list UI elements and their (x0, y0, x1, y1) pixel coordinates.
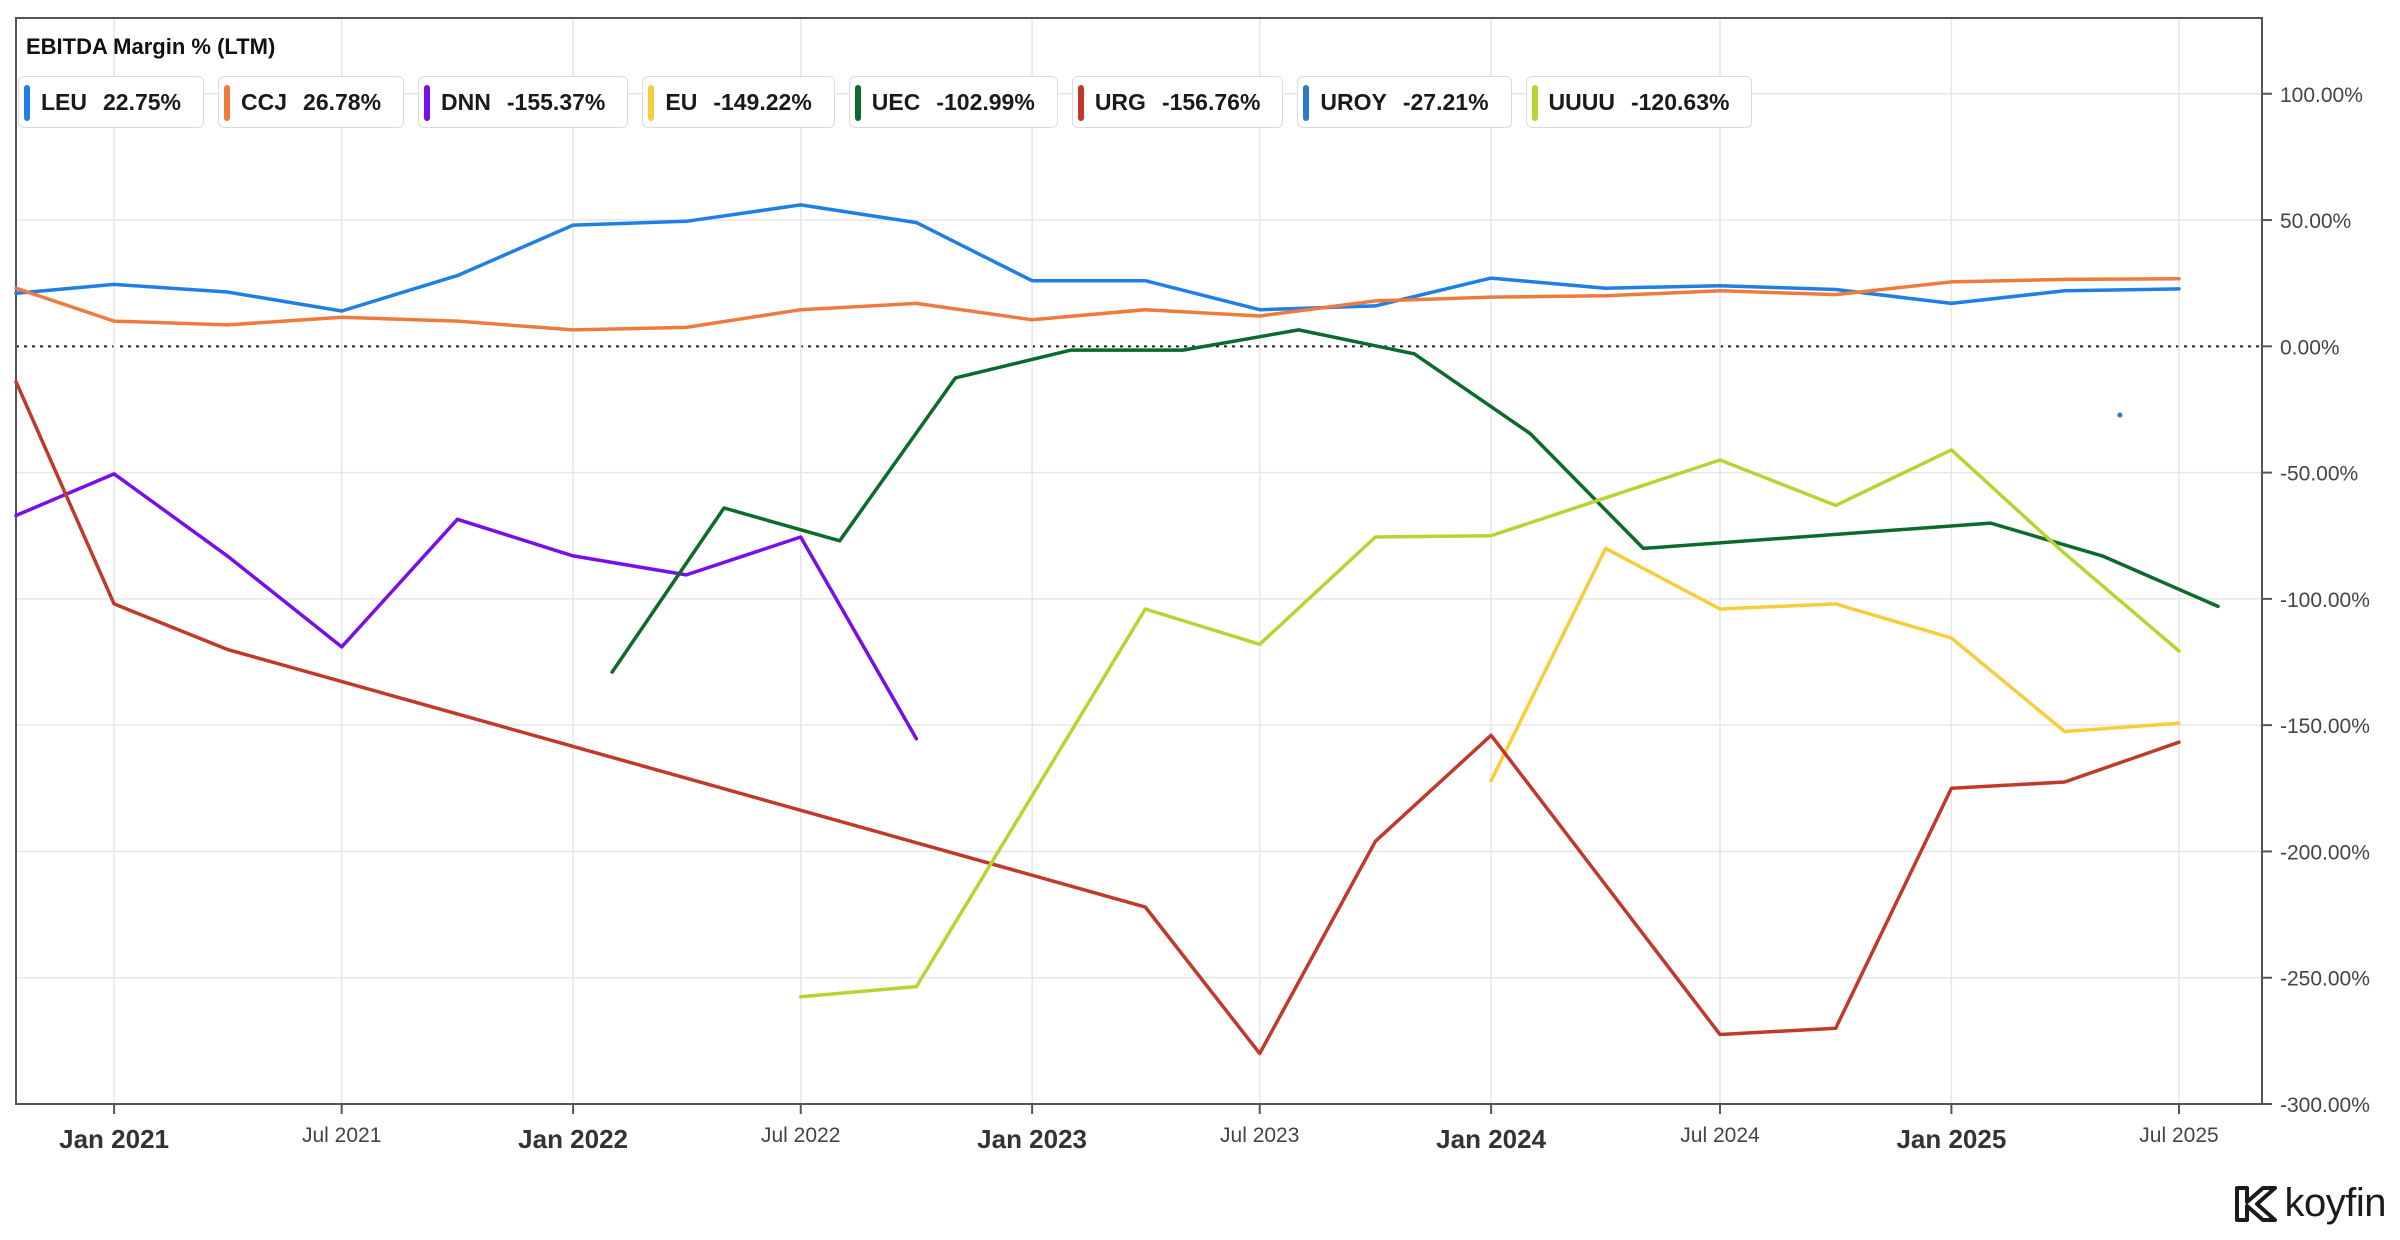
legend-ticker: LEU (41, 88, 87, 115)
legend-value: -102.99% (936, 88, 1035, 115)
x-tick-label: Jul 2024 (1680, 1124, 1760, 1147)
x-tick-label: Jul 2023 (1220, 1124, 1299, 1147)
y-tick-label: 100.00% (2280, 84, 2363, 107)
x-tick-label: Jan 2025 (1896, 1124, 2006, 1154)
y-tick-label: 0.00% (2280, 336, 2340, 359)
legend-value: -155.37% (506, 88, 606, 115)
legend-ticker: CCJ (241, 88, 288, 115)
legend-ticker: DNN (441, 88, 491, 115)
series-urg-line (14, 379, 2181, 1056)
series-dnn-line (14, 472, 919, 741)
legend-ticker: UEC (871, 88, 921, 115)
chart-title: EBITDA Margin % (LTM) (26, 34, 276, 59)
y-tick-label: 50.00% (2280, 210, 2351, 233)
legend-ticker: UROY (1320, 88, 1387, 115)
x-tick-label: Jan 2021 (59, 1124, 169, 1154)
legend-color-swatch (1077, 85, 1084, 121)
series-uec-line (610, 328, 2220, 674)
series-uroy-point (2117, 412, 2123, 418)
legend-chip-uuuu[interactable]: UUUU -120.63% (1525, 76, 1753, 128)
legend-chip-ccj[interactable]: CCJ 26.78% (218, 76, 405, 128)
series-leu-line (14, 203, 2181, 313)
legend-color-swatch (854, 85, 861, 121)
legend: LEU 22.75% CCJ 26.78% DNN -155.37% EU -149.22% U… (18, 76, 1753, 128)
series-eu-line (1489, 546, 2181, 783)
koyfin-mark-icon (2234, 1185, 2277, 1222)
koyfin-logo: koyfin (2233, 1181, 2387, 1226)
x-tick-label: Jan 2024 (1436, 1124, 1546, 1154)
legend-color-swatch (1303, 85, 1310, 121)
legend-color-swatch (1531, 85, 1538, 121)
series-uuuu-line (798, 448, 2181, 999)
legend-ticker: URG (1094, 88, 1146, 115)
x-tick-label: Jan 2022 (518, 1124, 628, 1154)
legend-chip-uroy[interactable]: UROY -27.21% (1297, 76, 1512, 128)
legend-color-swatch (424, 85, 431, 121)
legend-chip-dnn[interactable]: DNN -155.37% (418, 76, 629, 128)
y-tick-label: -300.00% (2280, 1094, 2370, 1117)
plot-frame (15, 17, 2263, 1105)
legend-chip-uec[interactable]: UEC -102.99% (848, 76, 1058, 128)
x-tick-label: Jan 2023 (977, 1124, 1087, 1154)
legend-color-swatch (24, 85, 30, 121)
y-tick-label: -150.00% (2280, 715, 2370, 738)
legend-value: 22.75% (103, 88, 182, 115)
y-tick-label: -200.00% (2280, 841, 2370, 864)
x-tick-label: Jul 2022 (761, 1124, 840, 1147)
y-tick-label: -250.00% (2280, 968, 2370, 991)
legend-color-swatch (648, 85, 655, 121)
legend-chip-eu[interactable]: EU -149.22% (642, 76, 835, 128)
legend-ticker: EU (665, 88, 698, 115)
y-tick-label: -100.00% (2280, 589, 2370, 612)
x-tick-label: Jul 2021 (302, 1124, 381, 1147)
y-tick-label: -50.00% (2280, 463, 2358, 486)
legend-value: 26.78% (303, 88, 382, 115)
series-ccj-line (14, 276, 2181, 332)
legend-value: -120.63% (1630, 88, 1730, 115)
x-tick-label: Jul 2025 (2139, 1124, 2218, 1147)
brand-name: koyfin (2284, 1181, 2387, 1225)
legend-color-swatch (224, 85, 231, 121)
legend-value: -149.22% (713, 88, 812, 115)
legend-chip-leu[interactable]: LEU 22.75% (18, 76, 205, 128)
legend-value: -156.76% (1161, 88, 1261, 115)
legend-ticker: UUUU (1548, 88, 1615, 115)
legend-value: -27.21% (1402, 88, 1489, 115)
legend-chip-urg[interactable]: URG -156.76% (1071, 76, 1284, 128)
